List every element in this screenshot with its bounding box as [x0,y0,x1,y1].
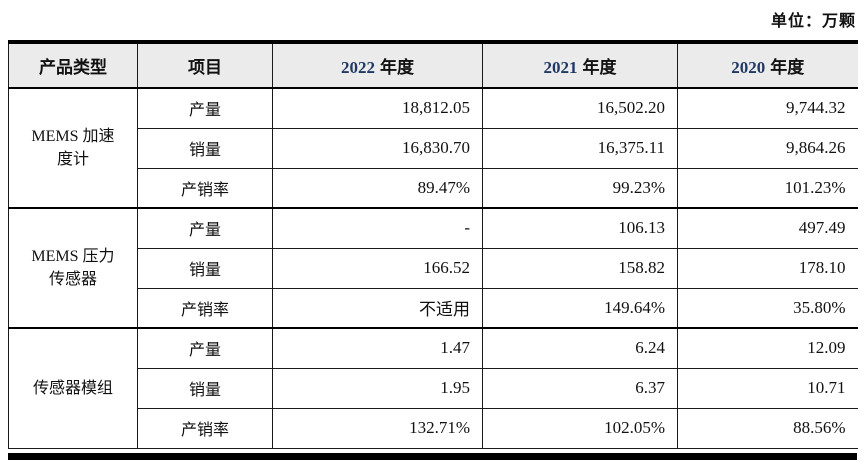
value-2021: 16,502.20 [482,88,678,129]
year-2020: 2020 [731,58,766,77]
col-header-item: 项目 [137,42,273,89]
item-label: 产销率 [137,168,273,209]
table-row: 销量 166.52 158.82 178.10 [9,248,858,289]
item-label: 销量 [137,128,273,169]
value-2020: 9,744.32 [677,88,858,129]
value-2021: 99.23% [482,168,678,209]
year-suffix: 年度 [582,58,617,77]
data-table: 产品类型 项目 2022 年度 2021 年度 2020 年度 MEMS 加速度计 产… [8,40,858,449]
value-2021: 6.24 [482,327,678,369]
production-sales-table: 产品类型 项目 2022 年度 2021 年度 2020 年度 MEMS 加速度计 产… [8,40,858,460]
table-row: MEMS 压力传感器 产量 - 106.13 497.49 [8,207,858,329]
product-name-mems-accelerometer: MEMS 加速度计 [8,88,138,209]
header-row: 产品类型 项目 2022 年度 2021 年度 2020 年度 [8,42,858,89]
table-row: 传感器模组 产量 1.47 6.24 12.09 [8,327,858,449]
col-header-2020: 2020 年度 [677,42,858,89]
value-2022: 16,830.70 [272,128,483,169]
value-2022: 132.71% [272,408,483,449]
value-2022: 166.52 [272,248,483,289]
table-row: 产销率 89.47% 99.23% 101.23% [9,168,858,209]
year-2022: 2022 [341,58,375,77]
value-2022: 1.95 [272,368,483,409]
value-2022: 不适用 [272,288,483,329]
table-bottom-rule [8,452,857,460]
unit-label: 单位：万颗 [770,13,856,30]
table-row: 产销率 不适用 149.64% 35.80% [9,288,858,329]
table-row: 产销率 132.71% 102.05% 88.56% [9,408,858,449]
item-label: 产量 [137,207,273,249]
value-2020: 101.23% [677,168,858,209]
col-header-2021: 2021 年度 [482,42,678,89]
year-suffix: 年度 [380,58,414,77]
table-row: 销量 1.95 6.37 10.71 [9,368,858,409]
product-name-mems-pressure-sensor: MEMS 压力传感器 [8,207,138,329]
value-2020: 9,864.26 [677,128,858,169]
table-row: 销量 16,830.70 16,375.11 9,864.26 [9,128,858,169]
value-2021: 149.64% [482,288,678,329]
item-label: 销量 [137,368,273,409]
value-2022: - [272,207,483,249]
value-2021: 158.82 [482,248,678,289]
table-row: MEMS 加速度计 产量 18,812.05 16,502.20 9,744.3… [8,88,858,209]
col-header-2022: 2022 年度 [272,42,483,89]
value-2020: 35.80% [677,288,858,329]
value-2020: 178.10 [677,248,858,289]
col-header-product-type: 产品类型 [8,42,138,89]
value-2022: 1.47 [272,327,483,369]
year-suffix: 年度 [770,58,805,77]
value-2020: 12.09 [677,327,858,369]
item-label: 产销率 [137,408,273,449]
item-label: 产量 [137,88,273,129]
value-2022: 89.47% [272,168,483,209]
product-name-sensor-module: 传感器模组 [8,327,138,449]
item-label: 产销率 [137,288,273,329]
year-2021: 2021 [543,58,578,77]
item-label: 产量 [137,327,273,369]
value-2020: 497.49 [677,207,858,249]
value-2022: 18,812.05 [272,88,483,129]
value-2021: 6.37 [482,368,678,409]
value-2021: 106.13 [482,207,678,249]
value-2021: 16,375.11 [482,128,678,169]
value-2021: 102.05% [482,408,678,449]
value-2020: 10.71 [677,368,858,409]
value-2020: 88.56% [677,408,858,449]
item-label: 销量 [137,248,273,289]
